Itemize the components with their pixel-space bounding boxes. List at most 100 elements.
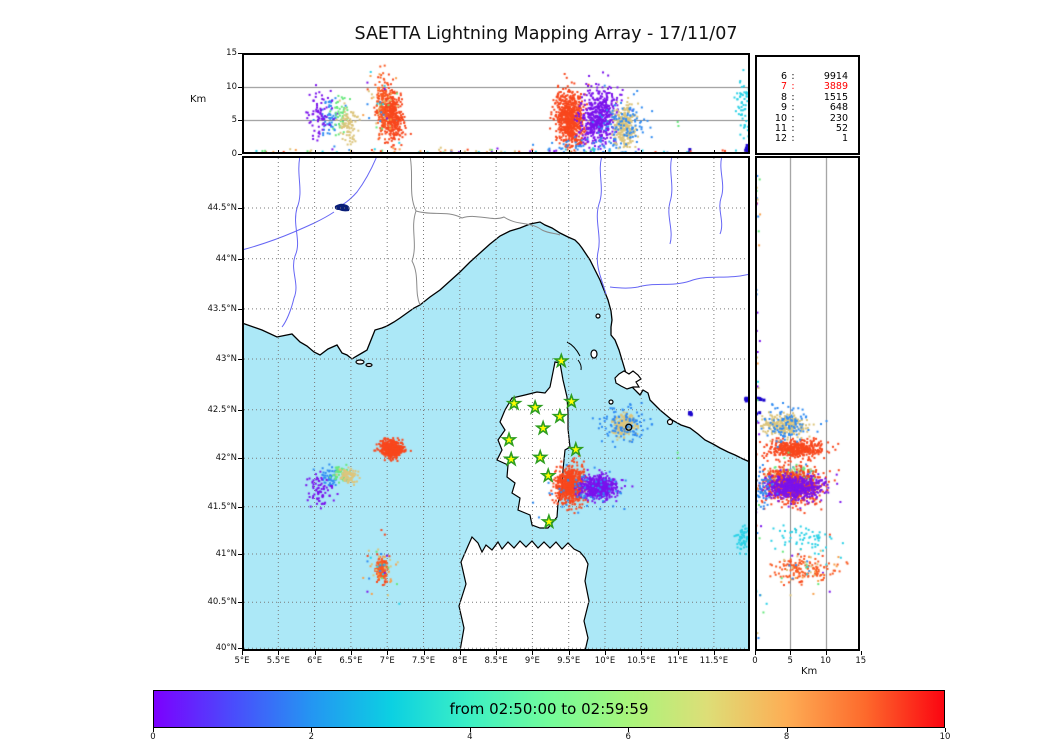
station-star-icon — [567, 440, 585, 457]
axis-tick — [153, 728, 154, 732]
stats-row: 7:3889 — [780, 81, 848, 93]
alt-tick-label: 5 — [231, 115, 237, 126]
lat-tick-label: 42.5°N — [207, 404, 237, 415]
axis-tick — [605, 150, 606, 154]
altitude-latitude-scatter — [757, 158, 858, 649]
axis-tick — [387, 651, 389, 655]
lon-tick-label: 10°E — [594, 656, 616, 666]
station-star-icon — [562, 392, 580, 409]
lat-tick-label: 43°N — [215, 354, 237, 364]
axis-tick — [350, 150, 352, 154]
axis-tick — [238, 506, 242, 508]
stats-row: 11:52 — [774, 123, 848, 135]
lon-tick-label: 10.5°E — [627, 656, 656, 666]
station-star-icon — [500, 430, 518, 448]
axis-tick — [238, 208, 242, 209]
axis-tick — [641, 651, 643, 655]
station-star-icon — [551, 407, 569, 424]
axis-tick — [238, 359, 242, 360]
axis-tick — [278, 651, 280, 655]
axis-tick — [786, 728, 788, 732]
axis-tick — [423, 651, 425, 655]
axis-tick — [238, 458, 242, 460]
axis-tick — [860, 651, 862, 655]
lat-tick-label: 44.5°N — [207, 203, 237, 213]
stats-row: 12:1 — [774, 133, 848, 145]
axis-tick — [605, 651, 606, 655]
axis-tick — [459, 651, 461, 655]
lon-tick-label: 9°E — [524, 656, 540, 666]
altitude-longitude-scatter — [244, 55, 748, 152]
lat-tick-label: 43.5°N — [207, 303, 237, 314]
lat-tick-label: 41.5°N — [207, 501, 237, 512]
colorbar-tick-label: 6 — [625, 732, 631, 742]
axis-tick — [278, 150, 280, 154]
lon-tick-label: 8.5°E — [484, 656, 508, 666]
axis-tick — [568, 150, 570, 154]
axis-tick — [311, 728, 313, 732]
stats-row: 6:9914 — [780, 71, 848, 82]
colorbar-tick-label: 2 — [308, 732, 315, 742]
lon-tick-label: 9.5°E — [557, 656, 581, 666]
colorbar: from 02:50:00 to 02:59:59 — [153, 690, 945, 728]
lat-tick-label: 42°N — [215, 453, 237, 464]
lon-tick-label: 8°E — [452, 656, 468, 666]
lon-tick-label: 11°E — [667, 656, 688, 666]
axis-tick — [532, 150, 534, 154]
axis-tick — [238, 53, 242, 54]
axis-tick — [677, 150, 679, 154]
lat-tick-label: 44°N — [215, 253, 237, 264]
stats-row: 8:1515 — [780, 91, 848, 103]
axis-tick — [314, 150, 316, 154]
right-alt-tick-label: 15 — [855, 656, 867, 666]
axis-tick — [945, 728, 946, 732]
open-circle-marker — [625, 423, 633, 431]
axis-tick — [532, 651, 534, 655]
axis-tick — [496, 150, 498, 154]
lon-tick-label: 7.5°E — [411, 656, 436, 666]
station-star-icon — [552, 352, 570, 369]
colorbar-tick-label: 8 — [783, 732, 790, 742]
alt-tick-label: 15 — [226, 48, 237, 58]
lat-tick-label: 40°N — [215, 643, 237, 654]
map-scatter — [244, 158, 748, 649]
axis-tick — [238, 86, 242, 88]
axis-tick — [568, 651, 570, 655]
colorbar-tick-label: 4 — [467, 732, 473, 742]
altitude-latitude-panel — [755, 156, 860, 651]
axis-tick — [238, 409, 242, 411]
stats-row: 10:230 — [774, 112, 848, 124]
right-alt-tick-label: 5 — [787, 656, 793, 666]
axis-tick — [238, 554, 242, 555]
axis-tick — [496, 651, 498, 655]
lat-tick-label: 40.5°N — [207, 597, 237, 608]
alt-tick-label: 0 — [231, 149, 237, 159]
lon-tick-label: 7°E — [379, 656, 395, 666]
time-range-label: from 02:50:00 to 02:59:59 — [449, 700, 649, 718]
lon-tick-label: 5.5°E — [266, 656, 290, 666]
axis-tick — [713, 150, 715, 154]
axis-tick — [387, 150, 389, 154]
station-star-icon — [502, 450, 520, 467]
axis-tick — [242, 150, 243, 154]
axis-tick — [314, 651, 316, 655]
axis-tick — [238, 308, 242, 310]
axis-tick — [423, 150, 425, 154]
axis-tick — [790, 651, 792, 655]
station-markers — [500, 352, 633, 530]
axis-tick — [238, 258, 242, 260]
lon-tick-label: 6°E — [307, 656, 323, 666]
map-panel — [242, 156, 750, 651]
axis-tick — [755, 651, 756, 655]
station-star-icon — [534, 419, 552, 436]
right-alt-tick-label: 0 — [752, 656, 758, 666]
lon-tick-label: 5°E — [234, 656, 250, 666]
station-star-icon — [505, 394, 523, 411]
right-alt-axis-label: Km — [801, 666, 818, 677]
lon-tick-label: 11.5°E — [699, 656, 729, 666]
page-title: SAETTA Lightning Mapping Array - 17/11/0… — [354, 24, 738, 44]
station-star-icon — [526, 398, 544, 415]
altitude-longitude-panel — [242, 53, 750, 154]
axis-tick — [238, 120, 242, 122]
